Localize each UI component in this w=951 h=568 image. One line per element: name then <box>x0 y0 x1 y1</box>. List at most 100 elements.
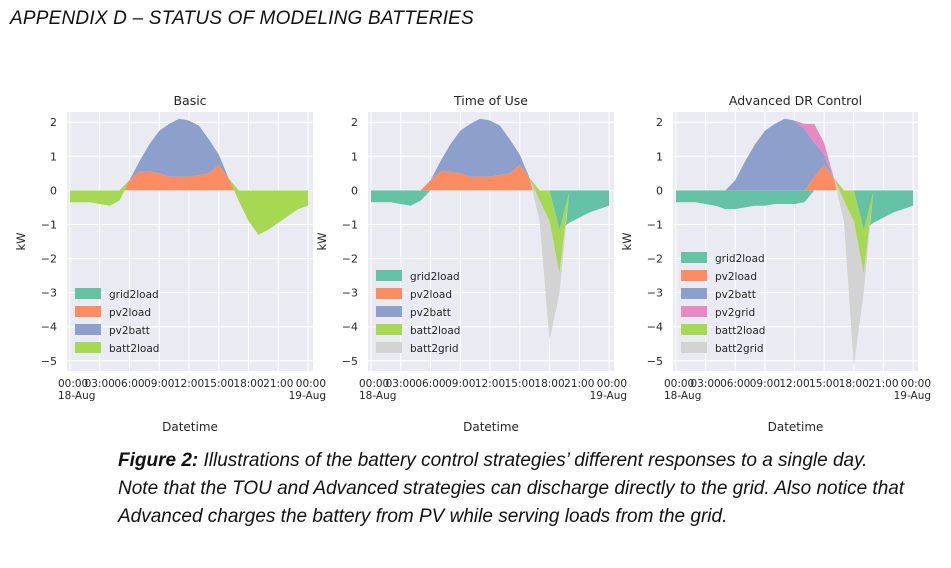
area-pv2batt <box>371 118 609 191</box>
x-tick-label: 03:00 <box>386 378 416 390</box>
x-axis-label: Datetime <box>768 420 824 434</box>
legend-swatch-grid2load <box>75 288 101 299</box>
y-tick-label: −1 <box>342 218 358 231</box>
y-tick-label: −4 <box>41 321 57 334</box>
legend-label-batt2grid: batt2grid <box>715 343 764 355</box>
area-pv2batt <box>676 118 914 191</box>
legend-label-grid2load: grid2load <box>715 253 765 265</box>
chart-title: Basic <box>173 93 206 108</box>
legend-swatch-batt2grid <box>376 342 402 353</box>
legend-label-batt2grid: batt2grid <box>410 343 459 355</box>
x-tick-label: 12:00 <box>174 378 204 390</box>
y-tick-label: −4 <box>647 321 663 334</box>
legend-swatch-batt2grid <box>681 342 707 353</box>
x-tick-label: 15:00 <box>809 378 839 390</box>
y-tick-label: −1 <box>647 218 663 231</box>
area-pv2load <box>371 164 609 191</box>
legend-label-pv2batt: pv2batt <box>109 325 150 337</box>
legend-swatch-grid2load <box>681 252 707 263</box>
legend-swatch-pv2grid <box>681 306 707 317</box>
caption-label: Figure 2: <box>118 450 199 471</box>
legend-swatch-batt2load <box>376 324 402 335</box>
y-tick-label: 1 <box>50 150 57 163</box>
x-tick-label: 06:00 <box>114 378 144 390</box>
x-tick-label: 00:00 19-Aug <box>894 378 931 402</box>
y-tick-label: 0 <box>351 184 358 197</box>
legend-swatch-batt2load <box>681 324 707 335</box>
legend-label-pv2grid: pv2grid <box>715 307 755 319</box>
area-batt2grid <box>371 118 609 341</box>
x-tick-label: 12:00 <box>475 378 505 390</box>
x-tick-label: 12:00 <box>779 378 809 390</box>
x-tick-label: 18:00 <box>233 378 263 390</box>
legend-label-pv2load: pv2load <box>410 289 452 301</box>
legend-swatch-batt2load <box>75 342 101 353</box>
x-axis-label: Datetime <box>463 420 519 434</box>
legend-swatch-pv2load <box>75 306 101 317</box>
y-tick-label: −3 <box>647 287 663 300</box>
x-tick-label: 15:00 <box>204 378 234 390</box>
x-axis-label: Datetime <box>162 420 218 434</box>
y-tick-label: −2 <box>647 253 663 266</box>
figure-caption: Figure 2: Illustrations of the battery c… <box>118 447 908 531</box>
y-tick-label: 1 <box>351 150 358 163</box>
area-pv2batt <box>70 118 308 191</box>
legend-label-grid2load: grid2load <box>410 271 460 283</box>
legend-label-batt2load: batt2load <box>410 325 460 337</box>
legend-swatch-grid2load <box>376 270 402 281</box>
y-tick-label: −4 <box>342 321 358 334</box>
x-tick-label: 06:00 <box>415 378 445 390</box>
legend-swatch-pv2batt <box>681 288 707 299</box>
area-pv2load <box>70 164 308 191</box>
x-tick-label: 00:00 18-Aug <box>664 378 701 402</box>
area-grid2load <box>676 190 914 230</box>
legend-label-grid2load: grid2load <box>109 289 159 301</box>
x-tick-label: 09:00 <box>144 378 174 390</box>
x-tick-label: 03:00 <box>85 378 115 390</box>
area-grid2load <box>371 190 609 230</box>
y-tick-label: 0 <box>656 184 663 197</box>
x-tick-label: 00:00 18-Aug <box>359 378 396 402</box>
x-tick-label: 06:00 <box>720 378 750 390</box>
legend-label-batt2load: batt2load <box>109 343 159 355</box>
x-tick-label: 03:00 <box>690 378 720 390</box>
legend-label-batt2load: batt2load <box>715 325 765 337</box>
x-tick-label: 09:00 <box>445 378 475 390</box>
x-tick-label: 09:00 <box>750 378 780 390</box>
x-tick-label: 18:00 <box>534 378 564 390</box>
appendix-heading: APPENDIX D – STATUS OF MODELING BATTERIE… <box>10 8 474 29</box>
x-tick-label: 21:00 <box>263 378 293 390</box>
y-tick-label: 1 <box>656 150 663 163</box>
y-tick-label: 2 <box>50 116 57 129</box>
y-tick-label: 0 <box>50 184 57 197</box>
chart-panel-1: Time of Use 2 1 0 −1 −2 −3 −4 −5 kW 00:00 18-Aug03:… <box>315 93 627 434</box>
y-tick-label: 2 <box>351 116 358 129</box>
x-tick-label: 21:00 <box>868 378 898 390</box>
caption-text: Illustrations of the battery control str… <box>118 450 905 527</box>
y-axis-label: kW <box>620 232 634 250</box>
legend-label-pv2load: pv2load <box>109 307 151 319</box>
legend-swatch-pv2load <box>376 288 402 299</box>
legend-swatch-pv2batt <box>376 306 402 317</box>
y-axis-label: kW <box>315 232 329 250</box>
x-tick-label: 15:00 <box>505 378 535 390</box>
chart-title: Time of Use <box>453 93 528 108</box>
x-tick-label: 00:00 19-Aug <box>590 378 627 402</box>
legend-label-pv2batt: pv2batt <box>410 307 451 319</box>
y-tick-label: −1 <box>41 218 57 231</box>
y-tick-label: 2 <box>656 116 663 129</box>
y-tick-label: −5 <box>342 355 358 368</box>
legend-swatch-pv2batt <box>75 324 101 335</box>
x-tick-label: 00:00 19-Aug <box>289 378 326 402</box>
y-tick-label: −2 <box>342 253 358 266</box>
y-tick-label: −3 <box>41 287 57 300</box>
legend-label-pv2load: pv2load <box>715 271 757 283</box>
y-tick-label: −5 <box>41 355 57 368</box>
area-batt2load <box>70 118 308 235</box>
x-tick-label: 21:00 <box>564 378 594 390</box>
chart-title: Advanced DR Control <box>729 93 862 108</box>
area-batt2grid <box>676 118 914 366</box>
chart-panel-2: Advanced DR Control 2 1 0 −1 −2 −3 −4 −5 kW 00:00 1… <box>620 93 931 434</box>
